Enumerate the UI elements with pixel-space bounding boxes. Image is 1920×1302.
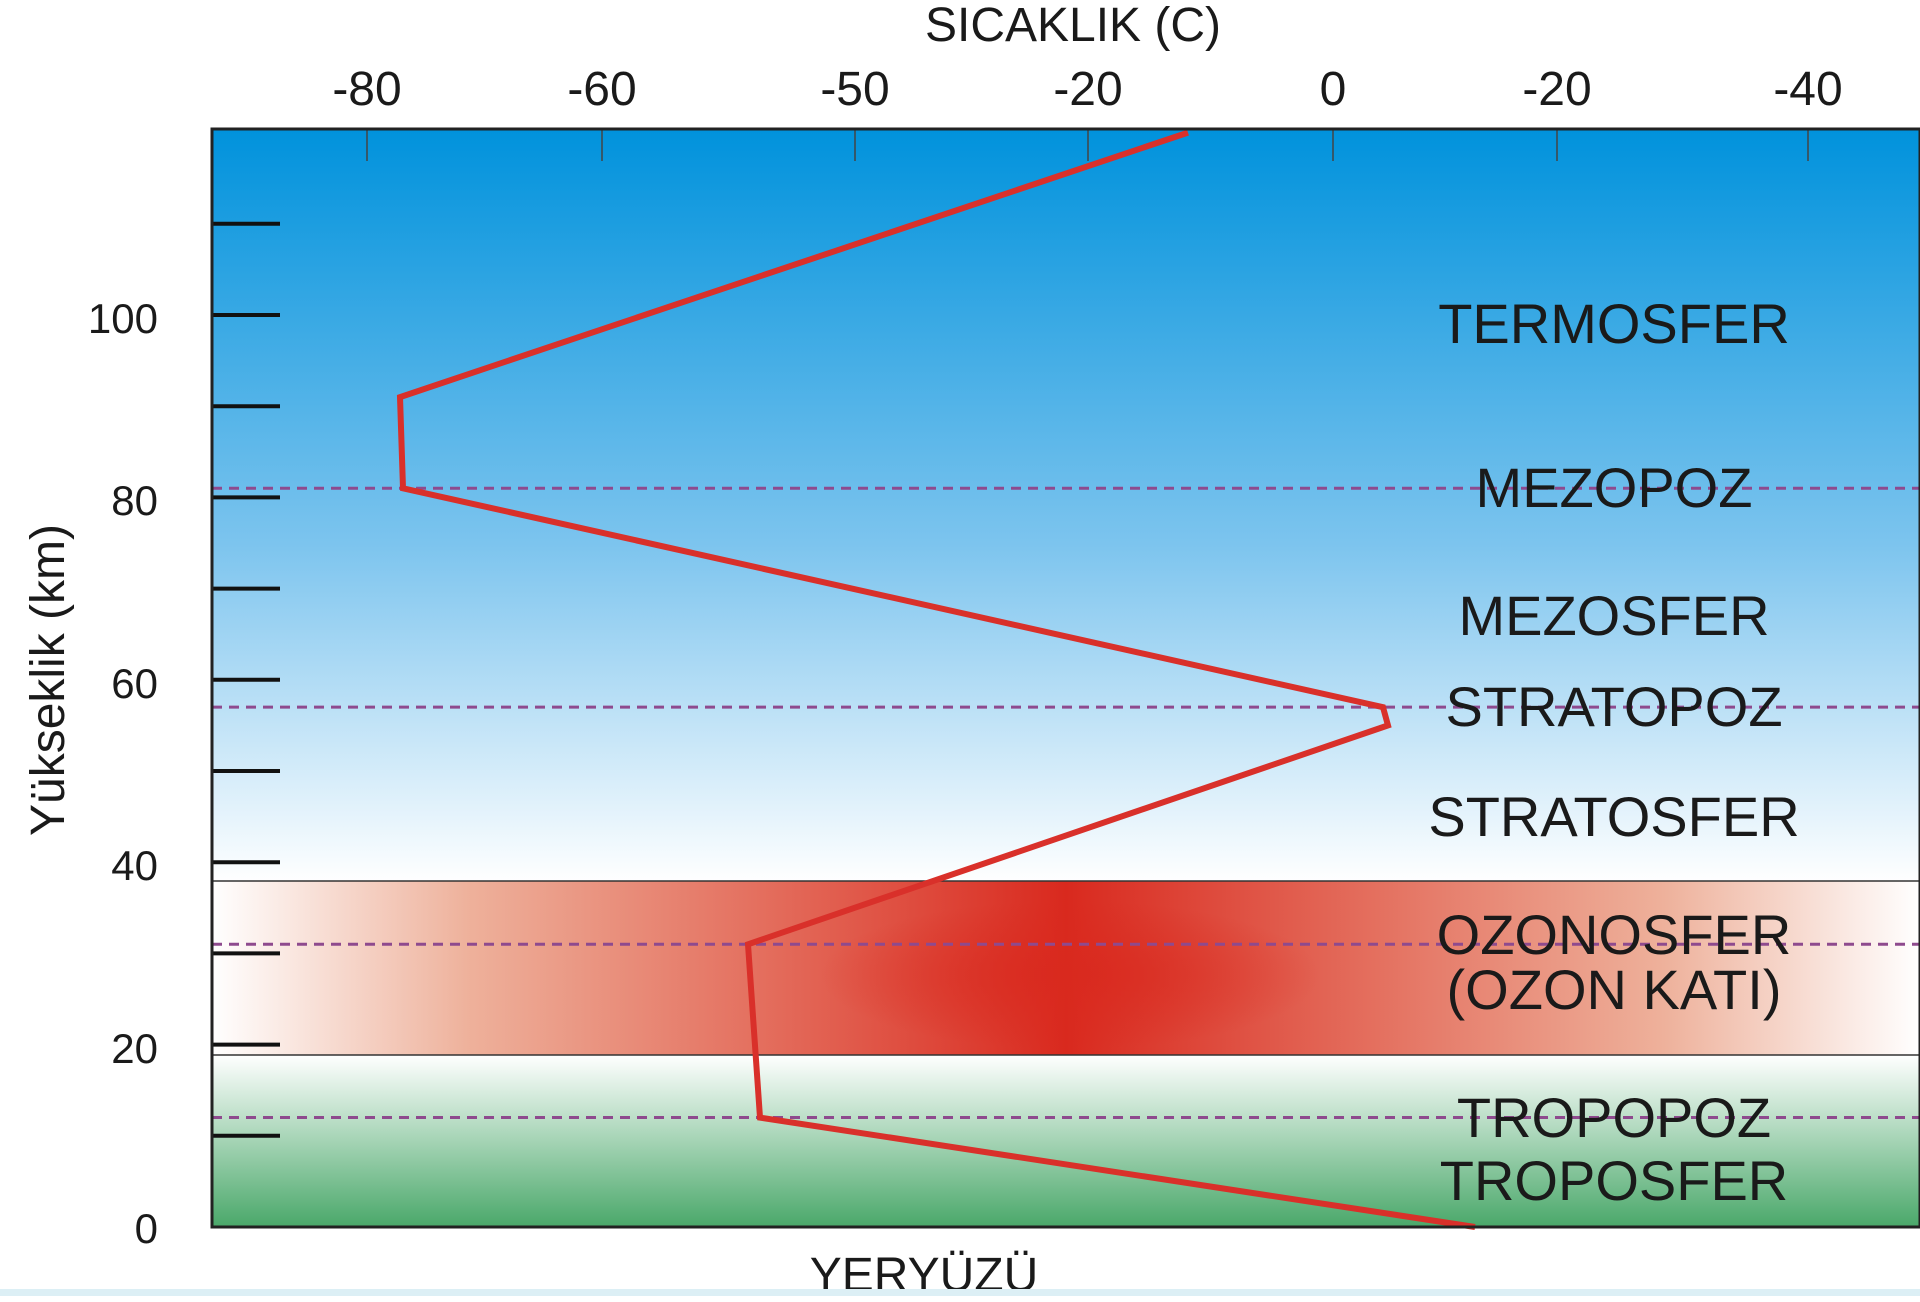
layer-label: OZONOSFER [1436, 903, 1792, 967]
y-tick-label: 40 [111, 842, 158, 890]
layer-label: TROPOSFER [1439, 1149, 1789, 1213]
layer-label: MEZOSFER [1458, 583, 1770, 647]
y-tick-marks [212, 221, 280, 1138]
x-tick-label: -40 [1773, 63, 1843, 116]
layer-label: (OZON KATI) [1446, 957, 1782, 1021]
y-tick-label: 20 [111, 1024, 158, 1072]
x-tick-marks [366, 129, 1809, 161]
layer-label: STRATOPOZ [1445, 675, 1783, 739]
sky-background [212, 129, 1920, 883]
bottom-strip [0, 1289, 1920, 1296]
x-tick-label: -20 [1522, 63, 1592, 116]
x-tick-label: -80 [332, 63, 402, 116]
y-tick-label: 60 [111, 659, 158, 707]
y-tick-label: 100 [87, 295, 158, 342]
boundary-lines [212, 486, 1920, 1120]
layer-label: TROPOPOZ [1456, 1085, 1772, 1149]
x-tick-label: -60 [567, 63, 637, 116]
temperature-profile-line [396, 129, 1476, 1230]
plot-frame [210, 127, 1920, 1229]
x-tick-label: -20 [1053, 63, 1123, 116]
y-tick-label: 0 [134, 1205, 158, 1252]
y-tick-label: 80 [111, 477, 158, 525]
x-tick-label: 0 [1319, 63, 1347, 116]
ozone-layer-core [820, 900, 1320, 1050]
x-axis-title: SICAKLIK (C) [924, 0, 1222, 52]
x-tick-label: -50 [820, 63, 890, 116]
layer-label: MEZOPOZ [1475, 456, 1753, 520]
layer-label: TERMOSFER [1438, 292, 1790, 356]
troposphere-background [212, 1055, 1920, 1227]
layer-label: STRATOSFER [1428, 784, 1800, 848]
